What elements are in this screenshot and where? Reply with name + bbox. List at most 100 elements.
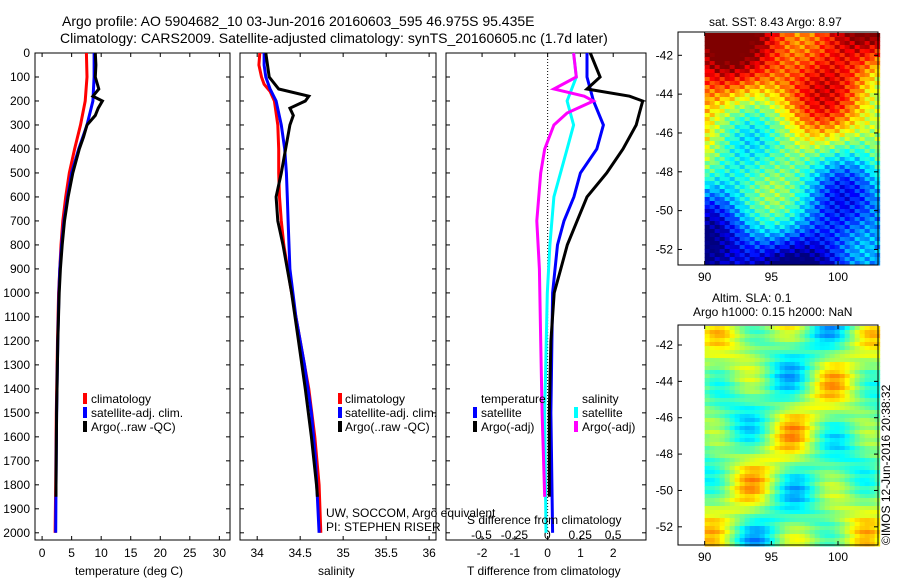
y-tick-label: 700 bbox=[10, 214, 30, 228]
legend-swatch-satellite bbox=[83, 407, 87, 418]
difference-legend: temperature salinity satellite Argo(-adj… bbox=[473, 392, 635, 434]
lon-tick-label: 95 bbox=[765, 550, 779, 564]
sla-map-panel: -42 -44 -46 -48 -50 -52 90 95 100 bbox=[656, 324, 881, 564]
lat-tick-label: -48 bbox=[656, 447, 674, 461]
map-image bbox=[704, 33, 881, 266]
sst-map-title: sat. SST: 8.43 Argo: 8.97 bbox=[709, 15, 842, 29]
s-tick-label: 0.5 bbox=[605, 528, 622, 542]
y-tick-label: 1700 bbox=[3, 454, 30, 468]
y-tick-label: 1200 bbox=[3, 334, 30, 348]
temperature-panel: 0100200300400500600700800900100011001200… bbox=[3, 46, 231, 560]
s-tick-label: -0.25 bbox=[501, 528, 529, 542]
legend-label: Argo(..raw -QC) bbox=[91, 420, 176, 434]
lon-tick-label: 90 bbox=[698, 270, 712, 284]
legend-label: climatology bbox=[91, 392, 151, 406]
y-tick-label: 1500 bbox=[3, 406, 30, 420]
x-axis-label: salinity bbox=[318, 564, 355, 578]
s-axis-label: S difference from climatology bbox=[467, 513, 622, 527]
legend-header-salinity: salinity bbox=[582, 392, 619, 406]
annotation-line-2: PI: STEPHEN RISER bbox=[326, 520, 441, 534]
lon-tick-label: 100 bbox=[828, 270, 848, 284]
y-tick-label: 900 bbox=[10, 262, 30, 276]
x-tick-label: 34.5 bbox=[288, 546, 312, 560]
credit-text: ©IMOS 12-Jun-2016 20:38:32 bbox=[879, 384, 893, 545]
legend-swatch-climatology bbox=[338, 393, 342, 404]
legend-swatch-satellite bbox=[338, 407, 342, 418]
map-image bbox=[704, 326, 881, 547]
temperature-legend: climatology satellite-adj. clim. Argo(..… bbox=[83, 392, 183, 434]
legend-swatch-s-satellite bbox=[574, 407, 578, 418]
lat-tick-label: -50 bbox=[656, 483, 674, 497]
title-line-2: Climatology: CARS2009. Satellite-adjuste… bbox=[60, 30, 608, 46]
lat-tick-label: -52 bbox=[656, 520, 674, 534]
x-tick-label: 25 bbox=[183, 546, 197, 560]
y-tick-label: 1600 bbox=[3, 430, 30, 444]
s-tick-label: 0 bbox=[544, 528, 551, 542]
lat-tick-label: -44 bbox=[656, 87, 674, 101]
lat-tick-label: -52 bbox=[656, 242, 674, 256]
legend-header-temperature: temperature bbox=[481, 392, 546, 406]
map-border bbox=[677, 324, 879, 546]
x-tick-label: 35.5 bbox=[374, 546, 398, 560]
x-tick-label: 0 bbox=[39, 546, 46, 560]
x-tick-label: 35 bbox=[336, 546, 350, 560]
salinity-legend: climatology satellite-adj. clim. Argo(..… bbox=[338, 392, 437, 434]
legend-label: Argo(-adj) bbox=[481, 420, 534, 434]
y-tick-label: 500 bbox=[10, 166, 30, 180]
y-tick-label: 1400 bbox=[3, 382, 30, 396]
legend-label: satellite-adj. clim. bbox=[345, 406, 437, 420]
x-tick-label: -2 bbox=[477, 546, 488, 560]
legend-label: Argo(..raw -QC) bbox=[345, 420, 430, 434]
y-tick-label: 300 bbox=[10, 118, 30, 132]
lat-tick-label: -48 bbox=[656, 165, 674, 179]
x-tick-label: 5 bbox=[68, 546, 75, 560]
y-tick-label: 1100 bbox=[4, 310, 30, 324]
y-tick-label: 0 bbox=[23, 46, 30, 60]
sst-map-panel: -42 -44 -46 -48 -50 -52 90 95 100 bbox=[656, 31, 881, 284]
x-tick-label: 36 bbox=[422, 546, 436, 560]
y-tick-label: 1000 bbox=[3, 286, 30, 300]
series-line-argo-raw-qc- bbox=[264, 52, 319, 497]
difference-panel: -2 -1 0 1 2 -0.5 -0.25 0 0.25 0.5 bbox=[445, 52, 647, 560]
x-tick-label: 20 bbox=[154, 546, 168, 560]
lon-tick-label: 95 bbox=[765, 270, 779, 284]
annotation-line-1: UW, SOCCOM, Argo equivalent bbox=[326, 506, 496, 520]
legend-label: Argo(-adj) bbox=[582, 420, 635, 434]
y-tick-label: 800 bbox=[10, 238, 30, 252]
y-tick-label: 200 bbox=[10, 94, 30, 108]
y-tick-label: 1800 bbox=[3, 478, 30, 492]
y-tick-label: 1900 bbox=[3, 502, 30, 516]
series-line-argo-raw-qc- bbox=[54, 52, 105, 497]
legend-label: satellite bbox=[582, 406, 623, 420]
s-tick-label: -0.5 bbox=[471, 528, 492, 542]
legend-label: climatology bbox=[345, 392, 405, 406]
y-tick-label: 2000 bbox=[3, 526, 30, 540]
x-axis-label: T difference from climatology bbox=[467, 564, 621, 578]
x-tick-label: 15 bbox=[124, 546, 138, 560]
legend-label: satellite-adj. clim. bbox=[91, 406, 183, 420]
y-tick-label: 400 bbox=[10, 142, 30, 156]
legend-swatch-argo bbox=[338, 421, 342, 432]
y-tick-label: 1300 bbox=[3, 358, 30, 372]
lat-tick-label: -44 bbox=[656, 374, 674, 388]
x-axis-label: temperature (deg C) bbox=[75, 564, 183, 578]
series-line-satellite-adj-clim- bbox=[262, 53, 321, 533]
lat-tick-label: -50 bbox=[656, 204, 674, 218]
legend-swatch-s-argo bbox=[574, 421, 578, 432]
legend-swatch-t-satellite bbox=[473, 407, 477, 418]
x-tick-label: 1 bbox=[577, 546, 584, 560]
series-line-salinity-argo-adj- bbox=[535, 52, 597, 497]
sla-map-title-2: Argo h1000: 0.15 h2000: NaN bbox=[693, 305, 852, 319]
legend-swatch-t-argo bbox=[473, 421, 477, 432]
x-tick-label: 10 bbox=[95, 546, 109, 560]
lon-tick-label: 90 bbox=[698, 550, 712, 564]
x-tick-label: 34 bbox=[251, 546, 265, 560]
title-line-1: Argo profile: AO 5904682_10 03-Jun-2016 … bbox=[62, 13, 535, 29]
series-line-temperature-argo-adj- bbox=[547, 52, 645, 497]
legend-swatch-climatology bbox=[83, 393, 87, 404]
lon-tick-label: 100 bbox=[828, 550, 848, 564]
y-tick-label: 600 bbox=[10, 190, 30, 204]
s-tick-label: 0.25 bbox=[569, 528, 593, 542]
x-tick-label: -1 bbox=[510, 546, 521, 560]
